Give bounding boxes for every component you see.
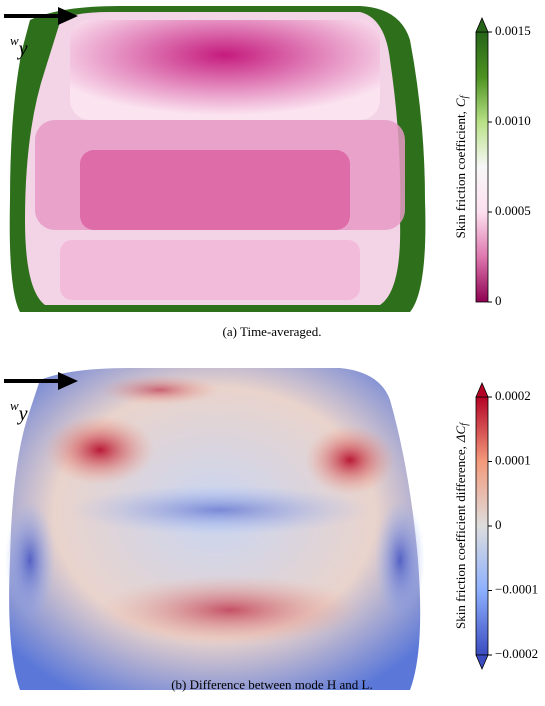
colorbar-symbol: ΔC <box>453 425 468 443</box>
field-image-a <box>9 6 426 312</box>
panel: wy −0.0002 −0.0001 0 0.0001 0.0002 Skin fricti… <box>4 372 538 692</box>
wind-subscript: y <box>17 403 28 425</box>
colorbar-symbol-sub: f <box>459 422 470 426</box>
colorbar-label-text: Skin friction coefficient difference, <box>453 446 468 629</box>
colorbar-tick-label: −0.0002 <box>495 646 538 661</box>
colorbar-tick-label: 0.0010 <box>495 113 531 128</box>
wind-symbol: w <box>10 33 19 48</box>
colorbar <box>475 31 489 303</box>
colorbar-tick-label: 0.0005 <box>495 203 531 218</box>
colorbar-label: Skin friction coefficient difference, ΔCf <box>453 422 470 629</box>
panel: wy 0 0.0005 0.0010 0.0015 Skin friction coeff… <box>4 7 531 339</box>
colorbar-tick-label: 0.0015 <box>495 23 531 38</box>
wind-subscript: y <box>17 38 28 60</box>
caption: (b) Difference between mode H and L. <box>171 677 373 692</box>
wind-label: wy <box>10 398 28 425</box>
caption: (a) Time-averaged. <box>223 324 322 339</box>
colorbar-tick-label: 0.0001 <box>495 452 531 467</box>
colorbar <box>475 396 489 656</box>
colorbar-tick-label: 0.0002 <box>495 388 531 403</box>
colorbar-extend-top <box>475 16 489 33</box>
colorbar-label-text: Skin friction coefficient, <box>453 111 468 238</box>
wind-label: wy <box>10 33 28 60</box>
colorbar-symbol-sub: f <box>459 94 470 98</box>
wind-symbol: w <box>10 398 19 413</box>
colorbar-symbol: C <box>453 98 468 107</box>
colorbar-extend-bottom <box>475 654 489 671</box>
colorbar-tick-label: 0 <box>495 293 502 308</box>
colorbar-extend-top <box>475 381 489 398</box>
colorbar-tick-label: −0.0001 <box>495 581 538 596</box>
colorbar-label: Skin friction coefficient, Cf <box>453 94 470 238</box>
wind-arrowhead <box>58 372 78 390</box>
field-image-b <box>5 368 425 690</box>
wind-arrowhead <box>58 7 78 25</box>
colorbar-tick-label: 0 <box>495 517 502 532</box>
